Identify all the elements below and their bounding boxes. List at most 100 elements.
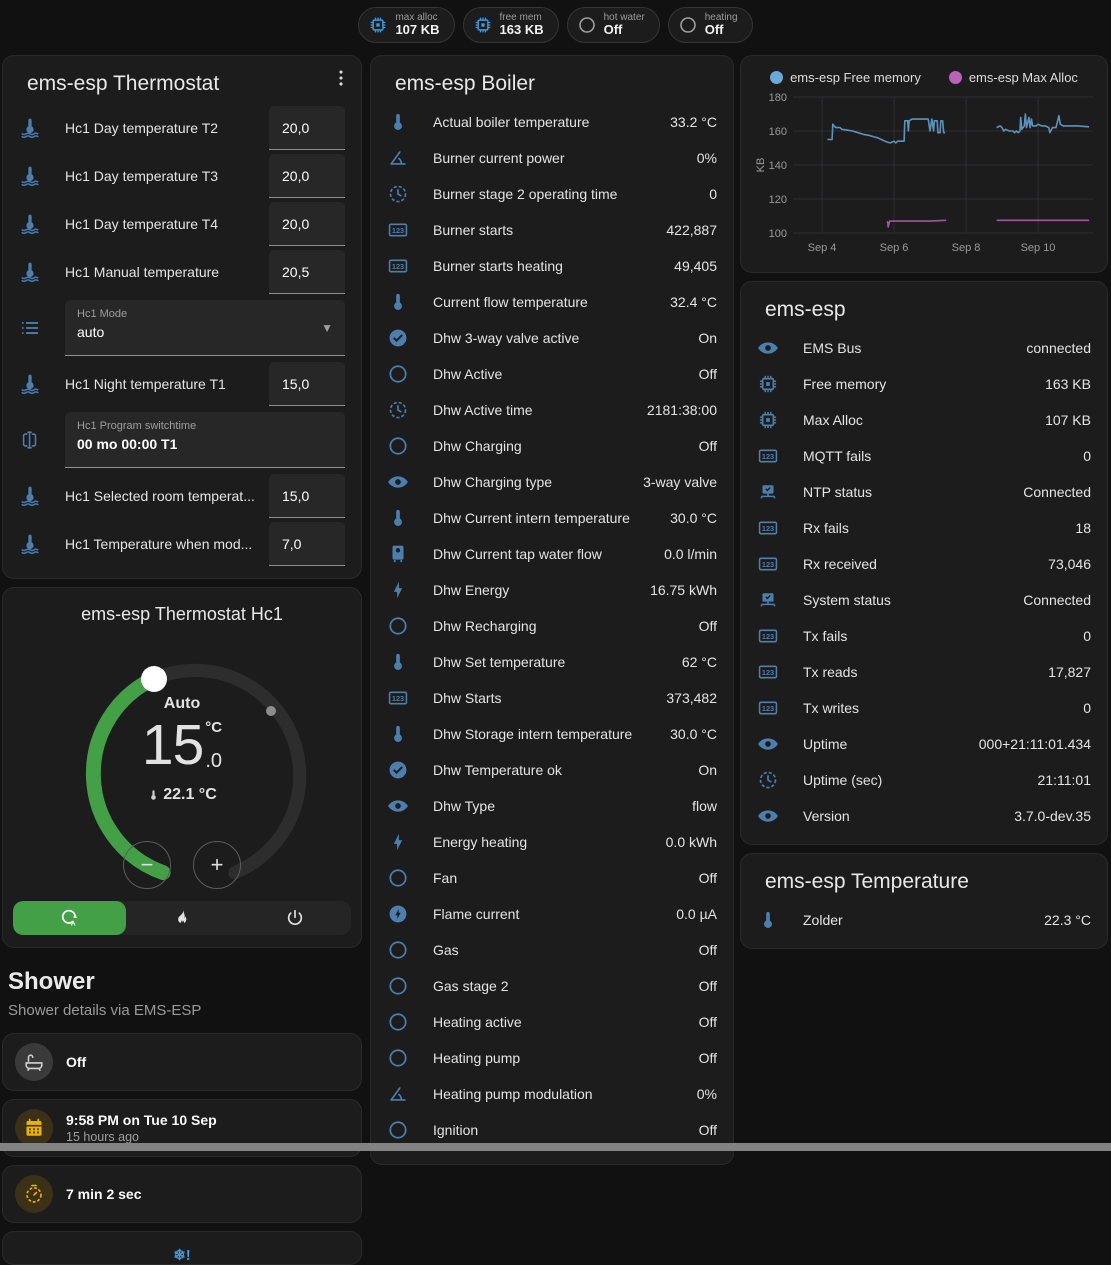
entity-row[interactable]: Gas Off [387,932,717,968]
entity-row[interactable]: Burner current power 0% [387,140,717,176]
entity-label: Dhw Charging type [433,474,553,490]
entity-row[interactable]: Fan Off [387,860,717,896]
entity-row[interactable]: Zolder 22.3 °C [757,902,1091,938]
shower-tiles: Off 9:58 PM on Tue 10 Sep 15 hours ago 7 mi… [2,1025,362,1223]
entity-row[interactable]: Energy heating 0.0 kWh [387,824,717,860]
tile-card[interactable]: Off [2,1033,362,1091]
mode-off-button[interactable] [238,901,351,935]
entity-row[interactable]: Hc1 Day temperature T2 20,0 [19,104,345,152]
entity-row[interactable]: System status Connected [757,582,1091,618]
number-input[interactable]: 20,0 [269,202,345,246]
entity-row[interactable]: 123 Burner starts 422,887 [387,212,717,248]
entity-row[interactable]: Dhw Current tap water flow 0.0 l/min [387,536,717,572]
text-input[interactable]: Hc1 Program switchtime 00 mo 00:00 T1 [65,412,345,468]
badge-max-alloc[interactable]: max alloc 107 KB [358,7,455,43]
mode-heat-button[interactable] [126,901,239,935]
entity-row[interactable]: 123 Rx received 73,046 [757,546,1091,582]
entity-row[interactable]: 123 Dhw Starts 373,482 [387,680,717,716]
entity-row[interactable]: Dhw 3-way valve active On [387,320,717,356]
entity-row[interactable]: Current flow temperature 32.4 °C [387,284,717,320]
badge-text: free mem 163 KB [500,12,544,37]
entity-row[interactable]: Heating pump Off [387,1040,717,1076]
entity-row[interactable]: Dhw Storage intern temperature 30.0 °C [387,716,717,752]
entity-row[interactable]: Max Alloc 107 KB [757,402,1091,438]
entity-row[interactable]: Dhw Set temperature 62 °C [387,644,717,680]
entity-row[interactable]: Dhw Type flow [387,788,717,824]
entity-row[interactable]: Dhw Active time 2181:38:00 [387,392,717,428]
mode-auto-button[interactable]: A [13,901,126,935]
legend-item[interactable]: ems-esp Max Alloc [948,70,1078,85]
entity-row[interactable]: Hc1 Temperature when mod... 7,0 [19,520,345,568]
number-input[interactable]: 20,0 [269,106,345,150]
current-temp-dot [266,706,276,716]
svg-text:123: 123 [762,668,774,677]
entity-label: Dhw Charging [433,438,522,454]
entity-row[interactable]: Hc1 Day temperature T4 20,0 [19,200,345,248]
entity-label: Tx writes [803,700,859,716]
entity-row[interactable]: Hc1 Selected room temperat... 15,0 [19,472,345,520]
entity-row[interactable]: NTP status Connected [757,474,1091,510]
entity-row[interactable]: Dhw Recharging Off [387,608,717,644]
bottom-scrollbar[interactable] [0,1143,1111,1151]
entity-label: Dhw Active time [433,402,533,418]
badge-heating[interactable]: heating Off [667,7,753,43]
number-input[interactable]: 15,0 [269,362,345,406]
number-input[interactable]: 20,5 [269,250,345,294]
entity-row[interactable]: Uptime (sec) 21:11:01 [757,762,1091,798]
entity-row[interactable]: 123 Tx reads 17,827 [757,654,1091,690]
entity-row[interactable]: Gas stage 2 Off [387,968,717,1004]
entity-row[interactable]: Dhw Energy 16.75 kWh [387,572,717,608]
entity-row[interactable]: Dhw Charging type 3-way valve [387,464,717,500]
legend-item[interactable]: ems-esp Free memory [770,70,921,85]
entity-row[interactable]: 123 Tx writes 0 [757,690,1091,726]
mode-switcher: A [13,901,351,935]
entity-row[interactable]: Dhw Charging Off [387,428,717,464]
entity-row[interactable]: Dhw Active Off [387,356,717,392]
entity-row[interactable]: EMS Bus connected [757,330,1091,366]
badge-text: heating Off [705,12,738,37]
thermostat-dial[interactable]: Auto 15 °C .0 22.1 °C − + [52,639,312,889]
entity-row[interactable]: Flame current 0.0 µA [387,896,717,932]
increase-button[interactable]: + [193,841,241,889]
entity-row[interactable]: Hc1 Mode auto ▼ [19,296,345,360]
entity-label: Dhw Set temperature [433,654,566,670]
tile-card[interactable]: 7 min 2 sec [2,1165,362,1223]
entity-row[interactable]: Hc1 Program switchtime 00 mo 00:00 T1 [19,408,345,472]
entity-row[interactable]: Hc1 Night temperature T1 15,0 [19,360,345,408]
shower-alert-tile[interactable]: ❄! [2,1231,362,1265]
dial-knob[interactable] [141,666,167,692]
thermostat-card: ems-esp Thermostat Hc1 Day temperature T… [2,55,362,579]
badge-hot-water[interactable]: hot water Off [566,7,660,43]
more-menu-icon[interactable] [330,67,352,89]
entity-value: Off [698,870,717,886]
entity-row[interactable]: 123 Tx fails 0 [757,618,1091,654]
entity-row[interactable]: Dhw Current intern temperature 30.0 °C [387,500,717,536]
number-input[interactable]: 15,0 [269,474,345,518]
decrease-button[interactable]: − [123,841,171,889]
entity-row[interactable]: 123 MQTT fails 0 [757,438,1091,474]
target-unit: °C [205,718,223,736]
entity-row[interactable]: Hc1 Manual temperature 20,5 [19,248,345,296]
entity-row[interactable]: Heating active Off [387,1004,717,1040]
card-title: ems-esp [765,298,846,321]
entity-row[interactable]: Actual boiler temperature 33.2 °C [387,104,717,140]
entity-label: Hc1 Temperature when mod... [65,536,253,552]
entity-row[interactable]: Dhw Temperature ok On [387,752,717,788]
dial-center: Auto 15 °C .0 22.1 °C [52,695,312,804]
entity-row[interactable]: Uptime 000+21:11:01.434 [757,726,1091,762]
mode-select[interactable]: Hc1 Mode auto ▼ [65,300,345,356]
entity-row[interactable]: 123 Rx fails 18 [757,510,1091,546]
counter-icon: 123 [757,517,803,539]
entity-row[interactable]: Hc1 Day temperature T3 20,0 [19,152,345,200]
entity-row[interactable]: Free memory 163 KB [757,366,1091,402]
entity-row[interactable]: 123 Burner starts heating 49,405 [387,248,717,284]
entity-row[interactable]: Burner stage 2 operating time 0 [387,176,717,212]
entity-row[interactable]: Version 3.7.0-dev.35 [757,798,1091,834]
number-input[interactable]: 20,0 [269,154,345,198]
entity-row[interactable]: Ignition Off [387,1112,717,1148]
entity-label: Tx fails [803,628,848,644]
field-label: Hc1 Program switchtime [77,420,197,432]
number-input[interactable]: 7,0 [269,522,345,566]
badge-free-mem[interactable]: free mem 163 KB [462,7,559,43]
entity-row[interactable]: Heating pump modulation 0% [387,1076,717,1112]
